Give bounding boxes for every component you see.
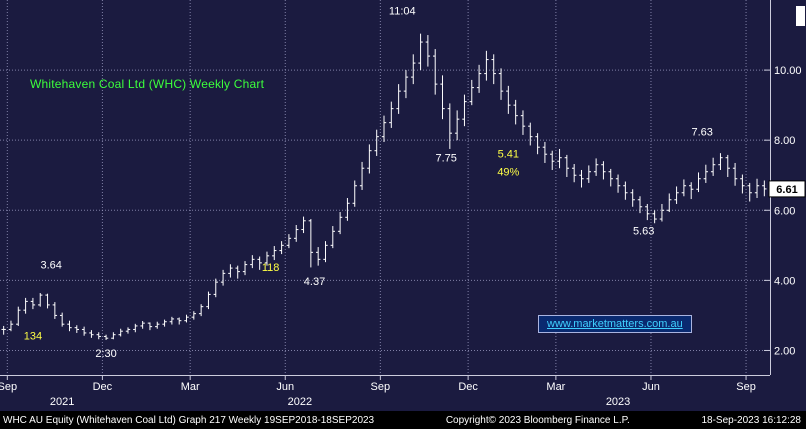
svg-text:3.64: 3.64 [40,260,61,272]
svg-text:2022: 2022 [288,396,312,408]
svg-text:2021: 2021 [50,396,74,408]
svg-text:7.75: 7.75 [435,153,456,165]
marketmatters-link[interactable]: www.marketmatters.com.au [538,315,692,333]
svg-text:5.41: 5.41 [498,149,519,161]
svg-text:Sep: Sep [0,381,17,393]
svg-text:Jun: Jun [276,381,294,393]
svg-text:Sep: Sep [736,381,756,393]
svg-text:4.37: 4.37 [304,276,325,288]
svg-text:Dec: Dec [458,381,478,393]
svg-text:2:30: 2:30 [95,348,116,360]
svg-text:4.00: 4.00 [774,275,795,287]
svg-text:2023: 2023 [606,396,630,408]
svg-text:6.61: 6.61 [776,184,797,196]
svg-text:11:04: 11:04 [389,6,416,18]
status-bar: WHC AU Equity (Whitehaven Coal Ltd) Grap… [0,411,806,429]
last-price-badge: 6.61 [768,180,806,198]
chart-area: 2.00 4.00 6.00 8.00 10.00 Sep Dec Mar Jun Sep Dec M… [0,0,806,411]
svg-text:5.63: 5.63 [633,226,654,238]
svg-text:8.00: 8.00 [774,135,795,147]
svg-text:Mar: Mar [181,381,200,393]
y-axis-labels: 2.00 4.00 6.00 8.00 10.00 [764,6,805,357]
x-axis-labels: Sep Dec Mar Jun Sep Dec Mar Jun Sep 2021 2022 2023 [0,375,756,408]
svg-text:Jun: Jun [642,381,660,393]
svg-text:Dec: Dec [93,381,113,393]
svg-text:Sep: Sep [371,381,391,393]
svg-text:134: 134 [24,331,42,343]
svg-text:Mar: Mar [546,381,565,393]
ohlc-bars [1,33,767,340]
svg-text:7.63: 7.63 [691,126,712,138]
svg-text:118: 118 [262,262,280,274]
annotations: 3.64 134 2:30 118 4.37 11:04 7.75 5.41 49% 5.63 7.… [24,6,713,360]
y-axis-drag-handle[interactable] [796,6,805,26]
svg-text:6.00: 6.00 [774,205,795,217]
svg-text:49%: 49% [497,167,519,179]
price-chart: 2.00 4.00 6.00 8.00 10.00 Sep Dec Mar Jun Sep Dec M… [0,0,806,408]
status-security-info: WHC AU Equity (Whitehaven Coal Ltd) Grap… [3,414,375,426]
status-copyright: Copyright© 2023 Bloomberg Finance L.P. [445,414,630,426]
svg-text:10.00: 10.00 [774,65,802,77]
status-timestamp: 18-Sep-2023 16:12:28 [701,414,801,426]
chart-title: Whitehaven Coal Ltd (WHC) Weekly Chart [30,77,265,91]
svg-text:2.00: 2.00 [774,345,795,357]
